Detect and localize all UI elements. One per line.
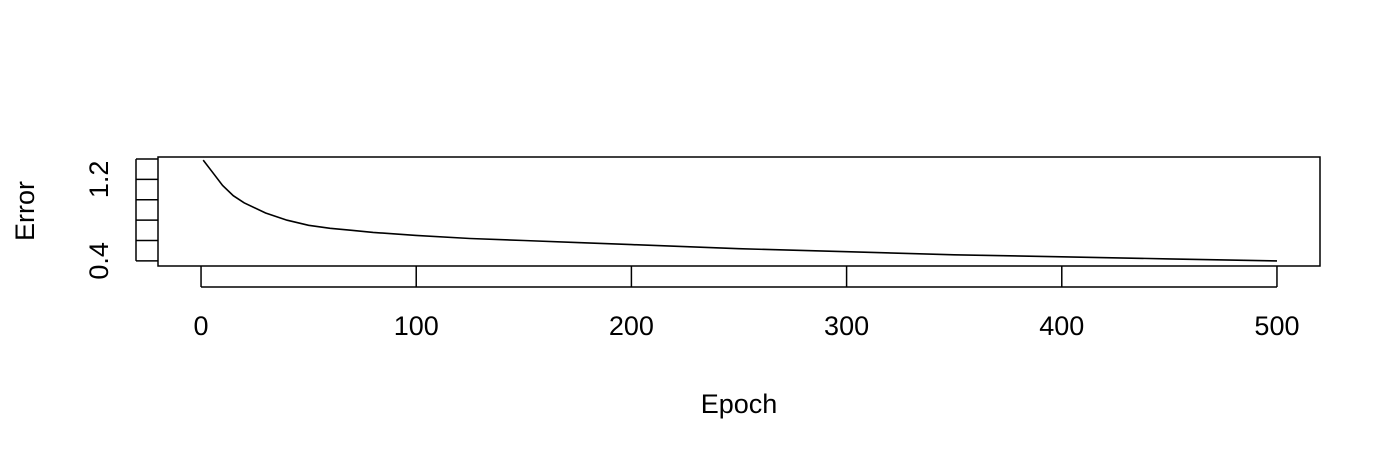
x-tick-label: 400 xyxy=(1039,311,1084,341)
x-axis-label: Epoch xyxy=(701,389,778,419)
error-series-line xyxy=(202,159,1278,262)
y-axis-label: Error xyxy=(10,181,40,241)
y-axis: 0.4 1.2 xyxy=(84,158,158,280)
plot-frame xyxy=(157,156,1321,267)
x-axis: 0 100 200 300 400 500 xyxy=(194,266,1299,341)
y-tick-label: 0.4 xyxy=(84,242,114,280)
x-tick-label: 200 xyxy=(609,311,654,341)
x-tick-label: 0 xyxy=(194,311,209,341)
y-tick-label: 1.2 xyxy=(84,161,114,199)
x-tick-label: 100 xyxy=(394,311,439,341)
x-tick-label: 500 xyxy=(1254,311,1299,341)
x-tick-label: 300 xyxy=(824,311,869,341)
